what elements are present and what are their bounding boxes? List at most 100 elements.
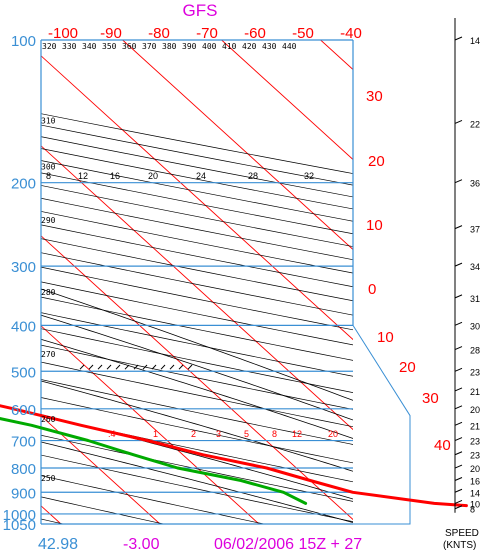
wind-barb <box>454 225 463 230</box>
theta-label: 440 <box>282 42 297 51</box>
wind-barb <box>454 36 463 41</box>
temp-tick-label-right: 30 <box>366 88 383 105</box>
pressure-label: 100 <box>11 33 36 50</box>
axis-step-line <box>352 325 411 525</box>
wind-barb <box>454 321 463 326</box>
wind-speed-value: 23 <box>470 451 480 461</box>
pressure-label: 800 <box>11 461 36 478</box>
profile-layer <box>0 404 468 508</box>
wind-barb <box>454 488 463 493</box>
theta-label: 420 <box>242 42 257 51</box>
isotherm-line <box>320 40 353 71</box>
moist-adiabat-line <box>41 380 353 472</box>
tick-mark <box>151 364 157 370</box>
wind-barb <box>454 179 463 184</box>
dry-adiabat-line <box>41 496 164 524</box>
mixing-ratio-label: 12 <box>292 429 302 439</box>
mixing-ratio-label: 12 <box>78 171 88 181</box>
temp-tick-label-right: 10 <box>366 217 383 234</box>
wind-speed-value: 14 <box>470 36 480 46</box>
theta-label: 400 <box>202 42 217 51</box>
wind-speed-value: 30 <box>470 321 480 331</box>
mixing-ratio-label: 2 <box>191 429 196 439</box>
pressure-label: 700 <box>11 434 36 451</box>
dewpoint-profile-line <box>0 417 308 505</box>
pressure-label: 1050 <box>3 517 36 534</box>
pressure-label: 300 <box>11 259 36 276</box>
wind-barb <box>454 499 463 504</box>
grid-layer <box>40 39 411 525</box>
theta-label: 390 <box>182 42 197 51</box>
wind-speed-value: 21 <box>470 421 480 431</box>
temp-tick-label-top: -50 <box>292 25 314 42</box>
theta-label: 270 <box>41 350 56 359</box>
mixing-ratio-label: 5 <box>244 429 249 439</box>
dry-adiabat-line <box>41 361 353 428</box>
mixing-ratio-label: 20 <box>328 429 338 439</box>
dry-adiabat-line <box>41 397 353 464</box>
theta-label: 320 <box>42 42 57 51</box>
wind-speed-value: 14 <box>470 488 480 498</box>
isotherm-line <box>41 505 62 524</box>
temp-tick-label-right: 30 <box>422 390 439 407</box>
tick-mark <box>124 364 130 370</box>
isotherm-line <box>41 145 353 431</box>
wind-speed-value: 31 <box>470 294 480 304</box>
mixing-ratio-label: 20 <box>148 171 158 181</box>
pressure-label: 900 <box>11 485 36 502</box>
isotherm-line <box>41 235 353 521</box>
wind-speed-value: 23 <box>470 437 480 447</box>
temp-tick-label-right: 20 <box>399 359 416 376</box>
theta-label: 250 <box>41 474 56 483</box>
tick-mark <box>187 364 193 370</box>
label-layer: 10020030040050060070080090010001050-100-… <box>3 25 451 534</box>
wind-barb <box>454 346 463 351</box>
wind-barb <box>454 451 463 456</box>
temp-tick-label-right: 10 <box>377 329 394 346</box>
wind-speed-value: 16 <box>470 477 480 487</box>
wind-barb <box>454 421 463 426</box>
theta-label: 350 <box>102 42 117 51</box>
dry-adiabat-line <box>41 224 353 288</box>
dry-adiabat-line <box>41 518 64 524</box>
tick-mark <box>169 364 175 370</box>
theta-label: 290 <box>41 216 56 225</box>
footer-left-value: 42.98 <box>38 536 78 553</box>
pressure-label: 500 <box>11 364 36 381</box>
theta-label: 330 <box>62 42 77 51</box>
temp-tick-label-top: -90 <box>100 25 122 42</box>
mixing-ratio-label: 28 <box>248 171 258 181</box>
mixing-ratio-label: 1 <box>153 429 158 439</box>
theta-label: 280 <box>41 288 56 297</box>
wind-barb <box>454 387 463 392</box>
tick-mark <box>88 364 94 370</box>
dry-adiabat-line <box>41 211 353 274</box>
theta-label: 360 <box>122 42 137 51</box>
pressure-label: 200 <box>11 176 36 193</box>
tick-mark <box>79 364 85 370</box>
chart-title: GFS <box>183 1 218 20</box>
moist-adiabat-line <box>41 338 353 439</box>
mixing-ratio-label: 24 <box>196 171 206 181</box>
isotherm-line <box>41 325 260 524</box>
wind-speed-value: 20 <box>470 405 480 415</box>
wind-barb <box>454 505 463 510</box>
mixing-ratio-label: 3 <box>216 429 221 439</box>
theta-label: 370 <box>142 42 157 51</box>
theta-label: 310 <box>41 117 56 126</box>
mixing-ratio-label: 8 <box>272 429 277 439</box>
isotherm-line <box>41 415 161 524</box>
moist-adiabat-line <box>41 441 353 524</box>
theta-label: 430 <box>262 42 277 51</box>
wind-units-label: (KNTS) <box>443 540 476 551</box>
isotherm-line <box>221 40 353 161</box>
wind-barb <box>454 405 463 410</box>
wind-barb <box>454 464 463 469</box>
mixing-ratio-label: 16 <box>110 171 120 181</box>
wind-speed-value: 10 <box>470 499 480 509</box>
wind-speed-value: 20 <box>470 464 480 474</box>
temp-tick-label-top: -40 <box>340 25 362 42</box>
pressure-label: 400 <box>11 318 36 335</box>
